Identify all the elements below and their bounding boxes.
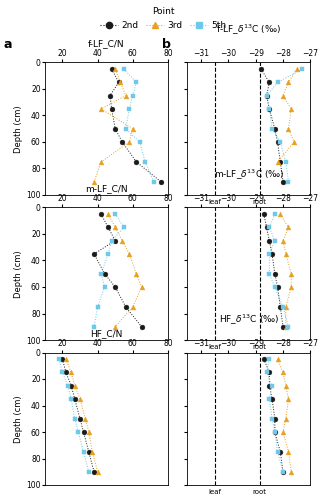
Text: root: root: [253, 344, 267, 350]
Y-axis label: Depth (cm): Depth (cm): [14, 105, 23, 152]
Title: m-LF_$\delta^{13}$C (‰): m-LF_$\delta^{13}$C (‰): [213, 168, 284, 181]
Y-axis label: Depth (cm): Depth (cm): [14, 395, 23, 442]
Title: m-LF_C/N: m-LF_C/N: [85, 184, 128, 193]
Text: b: b: [162, 38, 171, 51]
Text: leaf: leaf: [208, 489, 221, 495]
Text: leaf: leaf: [208, 344, 221, 350]
Title: HF_$\delta^{13}$C (‰): HF_$\delta^{13}$C (‰): [219, 312, 279, 326]
Title: f-LF_$\delta^{13}$C (‰): f-LF_$\delta^{13}$C (‰): [216, 22, 281, 36]
Text: a: a: [3, 38, 12, 51]
Text: root: root: [253, 489, 267, 495]
Legend: 2nd, 3rd, 5th: 2nd, 3rd, 5th: [100, 8, 227, 30]
Text: leaf: leaf: [208, 199, 221, 205]
Text: root: root: [253, 199, 267, 205]
Title: HF_C/N: HF_C/N: [90, 329, 123, 338]
Y-axis label: Depth (cm): Depth (cm): [14, 250, 23, 298]
Title: f-LF_C/N: f-LF_C/N: [88, 39, 125, 48]
